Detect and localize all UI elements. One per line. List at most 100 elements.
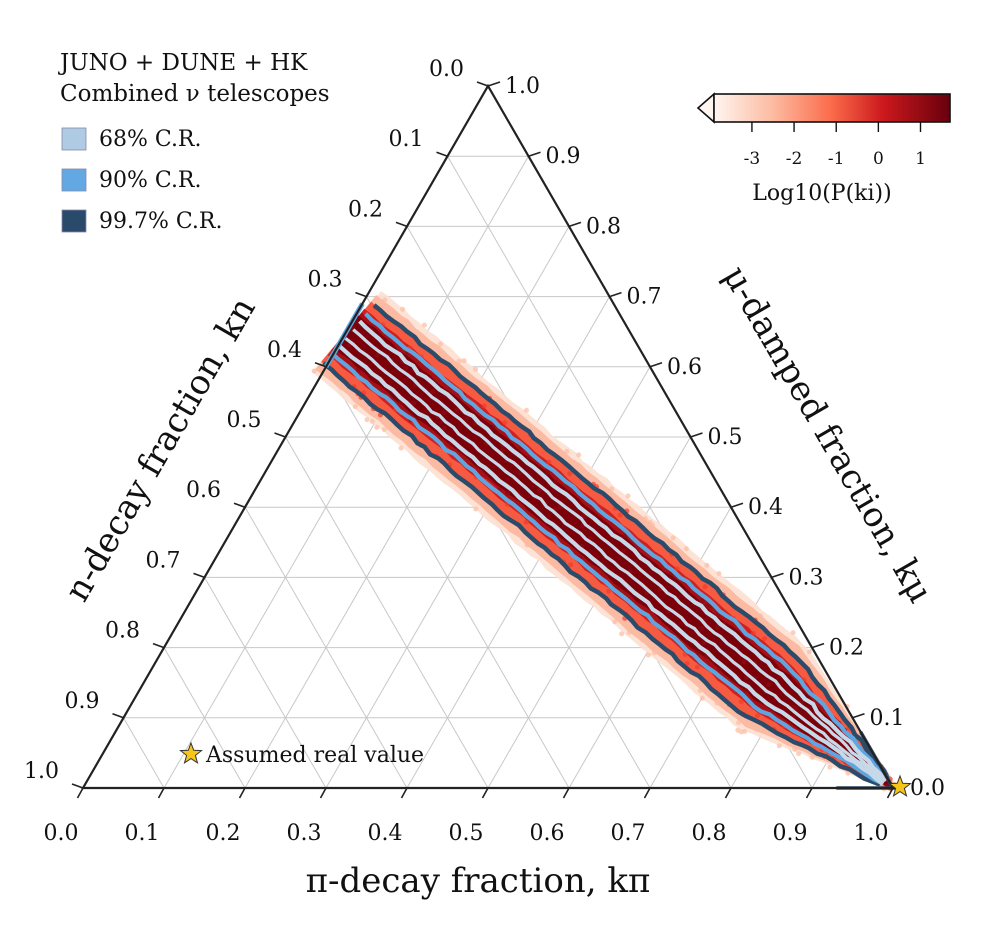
title-block: JUNO + DUNE + HK Combined ν telescopes <box>58 50 330 107</box>
right-tick-label: 0.9 <box>546 144 581 169</box>
density-speckle <box>461 358 467 364</box>
density-speckle <box>701 640 707 646</box>
density-speckle <box>670 535 676 541</box>
density-speckle <box>523 519 529 525</box>
density-speckle <box>738 729 744 735</box>
density-speckle <box>651 650 657 656</box>
bottom-tick <box>157 787 165 799</box>
density-speckle <box>793 705 799 711</box>
right-tick-label: 0.5 <box>708 425 743 450</box>
title-line-1: JUNO + DUNE + HK <box>58 50 308 76</box>
right-tick-label: 1.0 <box>505 74 540 99</box>
density-speckle <box>790 630 796 636</box>
left-tick <box>395 221 408 228</box>
density-speckle <box>416 331 422 337</box>
density-speckle <box>503 402 509 408</box>
bottom-tick <box>643 787 651 799</box>
density-speckle <box>809 754 815 760</box>
density-speckle <box>456 358 462 364</box>
bottom-tick-label: 1.0 <box>854 821 889 846</box>
right-tick-label: 0.8 <box>586 214 621 239</box>
left-tick-label: 0.7 <box>146 548 181 573</box>
annotation-label: Assumed real value <box>205 743 424 768</box>
density-speckle <box>403 365 409 371</box>
left-tick <box>71 783 84 789</box>
colorbar-tick-label: 1 <box>915 149 926 169</box>
density-speckle <box>697 688 703 694</box>
colorbar-label: Log10(P(ki)) <box>752 181 891 206</box>
density-speckle <box>796 751 802 757</box>
density-speckle <box>609 486 615 492</box>
density-speckle <box>352 404 358 410</box>
bottom-tick-label: 0.7 <box>611 821 646 846</box>
density-speckle <box>398 445 404 451</box>
density-speckle <box>755 713 760 719</box>
grid-line <box>244 506 408 789</box>
bottom-axis-title: π-decay fraction, kπ <box>306 861 651 901</box>
density-speckle <box>438 341 443 347</box>
density-speckle <box>658 649 664 655</box>
density-speckle <box>339 385 345 391</box>
right-tick <box>852 713 865 719</box>
density-speckle <box>400 306 406 312</box>
density-speckle <box>714 700 720 706</box>
annotation-star-icon <box>179 741 203 765</box>
legend-swatch <box>61 209 87 233</box>
grid-line <box>487 436 691 789</box>
contour-99-7 <box>321 361 881 787</box>
contour-99-7 <box>372 303 890 779</box>
density-speckle <box>702 584 708 590</box>
density-speckle <box>441 425 447 431</box>
left-tick-label: 0.9 <box>65 689 100 714</box>
bottom-tick <box>481 787 489 799</box>
right-tick-label: 0.3 <box>789 565 824 590</box>
density-speckle <box>741 659 747 665</box>
bottom-tick <box>319 787 327 799</box>
contour-68 <box>358 319 888 782</box>
bottom-tick <box>76 787 84 799</box>
right-tick <box>811 642 825 649</box>
density-speckle <box>738 699 744 705</box>
left-tick <box>274 432 286 438</box>
density-speckle <box>736 720 742 726</box>
density-speckle <box>579 523 585 529</box>
density-speckle <box>375 352 380 358</box>
true-value-star <box>888 774 912 798</box>
right-axis-title: μ-damped fraction, kμ <box>715 259 940 610</box>
density-speckle <box>392 313 398 319</box>
density-speckle <box>546 459 552 465</box>
bottom-tick-label: 0.1 <box>125 821 160 846</box>
left-tick-label: 1.0 <box>24 759 59 784</box>
left-tick <box>314 362 327 368</box>
legend-label: 68% C.R. <box>99 127 202 152</box>
density-speckle <box>699 598 705 604</box>
bottom-tick <box>400 787 408 799</box>
grid-line <box>325 296 610 789</box>
legend-swatch <box>61 168 87 192</box>
bottom-tick <box>562 787 570 799</box>
density-speckle <box>454 407 460 413</box>
density-speckle <box>441 410 447 416</box>
density-speckle <box>421 322 427 328</box>
bottom-tick-label: 0.2 <box>206 821 241 846</box>
grid-line <box>123 717 165 789</box>
right-tick <box>730 502 744 508</box>
density-speckle <box>845 770 851 776</box>
density-speckle <box>716 571 722 576</box>
density-speckle <box>364 417 370 423</box>
density-speckle <box>776 743 782 749</box>
density-speckle <box>536 488 542 494</box>
left-tick-label: 0.3 <box>308 268 343 293</box>
left-tick-label: 0.1 <box>389 127 424 152</box>
density-speckle <box>311 368 317 374</box>
bottom-tick <box>886 787 894 799</box>
colorbar-extend-arrow <box>696 92 715 124</box>
density-speckle <box>766 682 772 688</box>
density-speckle <box>524 542 530 548</box>
right-tick-label: 0.7 <box>627 285 662 310</box>
axis-ticks: 0.0 0.0 0.0 0.1 0.1 0.1 0.2 0.2 0.2 0.3 0.3 0.3 0.4 0… <box>24 57 945 846</box>
legend-label: 90% C.R. <box>99 168 202 193</box>
bottom-tick <box>238 787 246 799</box>
bottom-tick-label: 0.3 <box>287 821 322 846</box>
grid-line <box>163 647 246 789</box>
